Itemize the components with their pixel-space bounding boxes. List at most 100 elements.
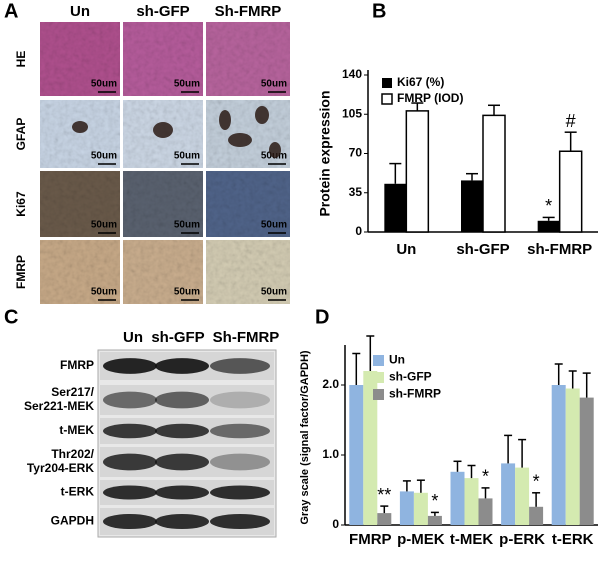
significance-mark: #: [566, 111, 576, 131]
significance-mark: **: [377, 485, 391, 505]
x-tick-label: sh-GFP: [456, 241, 509, 258]
legend-label: FMRP (IOD): [397, 91, 463, 105]
x-tick-label: t-ERK: [552, 531, 594, 548]
micrograph-texture: [206, 22, 290, 96]
error-bar: [430, 511, 439, 516]
bar: [384, 183, 407, 232]
significance-mark: *: [431, 491, 438, 511]
scale-bar-label: 50um: [174, 287, 200, 298]
micrograph-texture: [40, 100, 120, 168]
legend-swatch: [381, 93, 393, 105]
blot-band: [155, 453, 209, 471]
y-tick-label: 105: [342, 106, 362, 120]
legend-swatch: [382, 78, 392, 88]
blot-band: [103, 513, 157, 530]
stained-cell: [219, 110, 231, 130]
legend-swatch: [373, 355, 384, 366]
error-bar: [411, 102, 424, 111]
error-bar: [564, 131, 577, 152]
bar: [405, 110, 430, 233]
bar: [377, 513, 392, 525]
error-bar: [466, 172, 478, 181]
legend-label: sh-GFP: [389, 370, 432, 384]
significance-mark: *: [482, 467, 489, 487]
blot-band: [155, 391, 209, 409]
row-label: GFAP: [14, 118, 28, 151]
bar: [551, 385, 566, 525]
bar: [501, 463, 516, 525]
row-label: FMRP: [60, 358, 94, 372]
error-bar: [554, 363, 563, 385]
bar: [579, 397, 594, 525]
bar: [427, 515, 442, 525]
row-label: Ser221-MEK: [24, 399, 94, 413]
scale-bar-label: 50um: [174, 79, 200, 90]
scale-bar-label: 50um: [91, 79, 117, 90]
blot-band: [155, 358, 209, 374]
column-header: Un: [123, 329, 143, 346]
blot-band: [103, 453, 157, 471]
significance-mark: *: [545, 196, 552, 216]
x-tick-label: t-MEK: [450, 531, 493, 548]
error-bar: [366, 335, 375, 371]
error-bar: [532, 492, 541, 507]
error-bar: [582, 372, 591, 398]
bar: [399, 491, 414, 525]
x-tick-label: p-ERK: [499, 531, 545, 548]
blot-band: [210, 485, 270, 500]
row-label: Thr202/: [51, 447, 94, 461]
y-tick-label: 35: [349, 185, 363, 199]
micrograph-texture: [206, 240, 290, 304]
stained-cell: [255, 106, 269, 124]
significance-mark: *: [533, 472, 540, 492]
stained-cell: [228, 133, 252, 147]
row-label: Ser217/: [51, 385, 94, 399]
error-bar: [542, 216, 555, 221]
scale-bar-label: 50um: [91, 151, 117, 162]
y-tick-label: 70: [349, 146, 363, 160]
error-bar: [453, 460, 462, 472]
blot-band: [210, 453, 270, 471]
legend-label: sh-FMRP: [389, 387, 441, 401]
row-label: FMRP: [14, 255, 28, 289]
bar: [363, 371, 378, 525]
legend-swatch: [373, 372, 384, 383]
bar: [461, 180, 483, 232]
column-header: sh-GFP: [136, 3, 189, 20]
bar: [537, 220, 560, 232]
bar: [565, 388, 580, 525]
error-bar: [389, 162, 402, 184]
y-tick-label: 1.0: [322, 447, 339, 461]
row-label: Ki67: [14, 191, 28, 217]
row-label: t-MEK: [59, 423, 94, 437]
panel-label: A: [4, 0, 18, 22]
x-tick-label: FMRP: [349, 531, 392, 548]
scale-bar-label: 50um: [261, 287, 287, 298]
x-tick-label: sh-FMRP: [527, 241, 592, 258]
scale-bar-label: 50um: [261, 79, 287, 90]
column-header: Un: [70, 3, 90, 20]
stained-cell: [72, 121, 88, 133]
micrograph-texture: [123, 171, 203, 237]
scale-bar-label: 50um: [91, 287, 117, 298]
micrograph-texture: [123, 240, 203, 304]
scale-bar-label: 50um: [174, 220, 200, 231]
y-tick-label: 140: [342, 67, 362, 81]
error-bar: [504, 434, 513, 464]
error-bar: [380, 505, 389, 514]
error-bar: [352, 352, 361, 385]
blot-band: [155, 513, 209, 530]
y-tick-label: 0: [355, 224, 362, 238]
column-header: Sh-FMRP: [215, 3, 282, 20]
stained-cell: [269, 142, 281, 158]
stained-cell: [153, 122, 173, 138]
error-bar: [518, 438, 527, 468]
blot-band: [155, 485, 209, 500]
bar: [478, 498, 493, 525]
blot-band: [103, 391, 157, 409]
error-bar: [481, 487, 490, 499]
blot-band: [155, 423, 209, 439]
bar: [413, 492, 428, 525]
x-tick-label: p-MEK: [397, 531, 445, 548]
